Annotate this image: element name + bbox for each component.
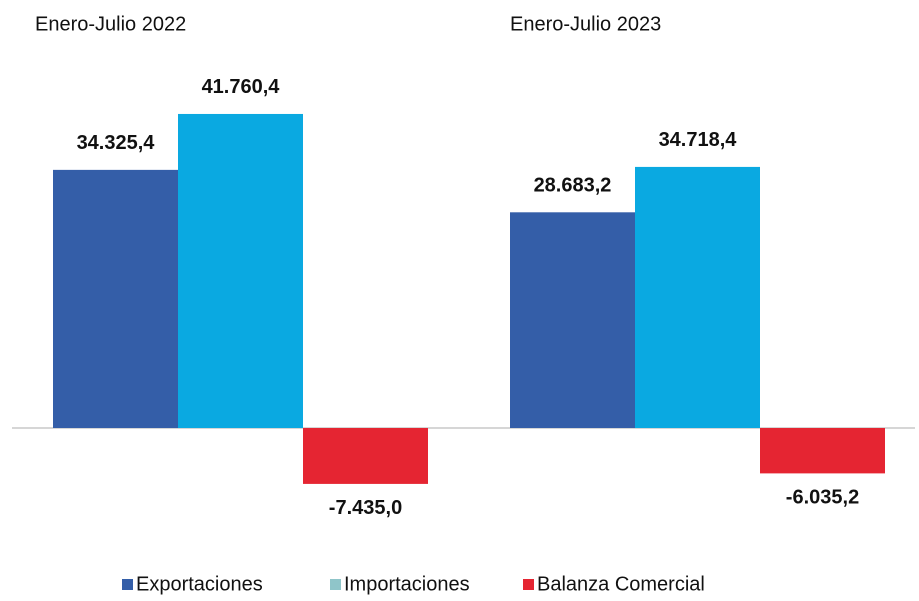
value-label: -7.435,0 (329, 497, 402, 519)
bar (635, 166, 760, 428)
legend-label: Exportaciones (136, 573, 263, 595)
category-label: Enero-Julio 2022 (35, 13, 186, 35)
bar (510, 212, 635, 428)
value-label: 34.718,4 (659, 129, 738, 151)
bar (178, 113, 303, 428)
legend-label: Importaciones (344, 573, 470, 595)
bar (53, 169, 178, 428)
value-label: 28.683,2 (534, 175, 612, 197)
legend-swatch (330, 579, 341, 590)
value-label: 34.325,4 (77, 132, 156, 154)
value-label: 41.760,4 (202, 76, 281, 98)
legend-swatch (122, 579, 133, 590)
legend-label: Balanza Comercial (537, 573, 705, 595)
bar (760, 428, 885, 474)
value-label: -6.035,2 (786, 487, 859, 509)
category-label: Enero-Julio 2023 (510, 13, 661, 35)
legend-swatch (523, 579, 534, 590)
bar (303, 428, 428, 484)
